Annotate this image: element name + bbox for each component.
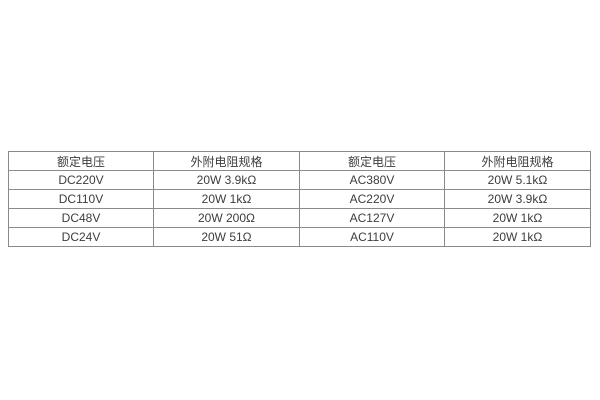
- table-row: DC220V 20W 3.9kΩ AC380V 20W 5.1kΩ: [8, 170, 591, 190]
- table-cell-dc-resistor: 20W 1kΩ: [153, 189, 300, 209]
- table-cell-ac-resistor: 20W 1kΩ: [444, 208, 591, 228]
- table-cell-dc-voltage: DC24V: [8, 227, 154, 247]
- table-cell-ac-resistor: 20W 3.9kΩ: [444, 189, 591, 209]
- table-cell-dc-voltage: DC220V: [8, 170, 154, 190]
- table-cell-ac-voltage: AC220V: [299, 189, 445, 209]
- column-header-external-resistor-ac: 外附电阻规格: [444, 151, 591, 171]
- column-header-rated-voltage-dc: 额定电压: [8, 151, 154, 171]
- table-cell-dc-resistor: 20W 3.9kΩ: [153, 170, 300, 190]
- table-cell-dc-voltage: DC110V: [8, 189, 154, 209]
- table-row: DC24V 20W 51Ω AC110V 20W 1kΩ: [8, 227, 591, 247]
- table-row: DC110V 20W 1kΩ AC220V 20W 3.9kΩ: [8, 189, 591, 209]
- header-row: 额定电压 外附电阻规格 额定电压 外附电阻规格: [8, 151, 591, 171]
- table-cell-ac-voltage: AC127V: [299, 208, 445, 228]
- table-row: DC48V 20W 200Ω AC127V 20W 1kΩ: [8, 208, 591, 228]
- table-cell-ac-voltage: AC380V: [299, 170, 445, 190]
- table-cell-ac-resistor: 20W 1kΩ: [444, 227, 591, 247]
- table-cell-ac-voltage: AC110V: [299, 227, 445, 247]
- table-cell-dc-voltage: DC48V: [8, 208, 154, 228]
- voltage-resistor-spec-table: 额定电压 外附电阻规格 额定电压 外附电阻规格 DC220V 20W 3.9kΩ…: [8, 151, 591, 247]
- column-header-external-resistor-dc: 外附电阻规格: [153, 151, 300, 171]
- table-cell-dc-resistor: 20W 200Ω: [153, 208, 300, 228]
- table-cell-dc-resistor: 20W 51Ω: [153, 227, 300, 247]
- table-cell-ac-resistor: 20W 5.1kΩ: [444, 170, 591, 190]
- column-header-rated-voltage-ac: 额定电压: [299, 151, 445, 171]
